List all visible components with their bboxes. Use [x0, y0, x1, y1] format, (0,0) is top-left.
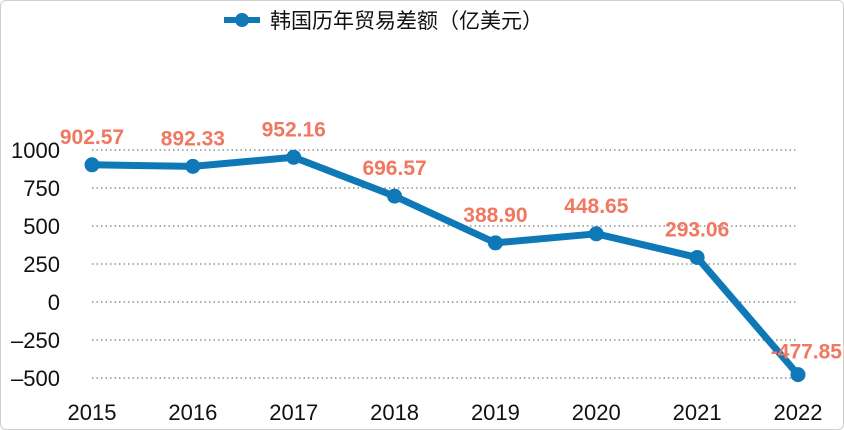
data-label-2015: 902.57 [60, 126, 124, 149]
data-label-2020: 448.65 [564, 195, 629, 218]
x-tick-label-2021: 2021 [673, 400, 722, 425]
y-tick-label-500: 500 [23, 214, 60, 239]
gridlines [92, 149, 798, 379]
data-label-2018: 696.57 [362, 157, 426, 180]
y-tick-label--500: –500 [11, 366, 60, 391]
series-trade-balance [84, 149, 806, 383]
data-point-2019 [487, 235, 503, 251]
data-point-2022 [790, 367, 806, 383]
data-point-2016 [185, 158, 201, 174]
data-label-2017: 952.16 [262, 118, 326, 141]
data-labels: 902.57 892.33 952.16 696.57 388.90 448.65 293.… [60, 118, 842, 363]
series-line [88, 153, 802, 379]
x-tick-label-2017: 2017 [269, 400, 318, 425]
data-point-2015 [84, 157, 100, 173]
x-tick-label-2022: 2022 [774, 400, 823, 425]
x-tick-label-2015: 2015 [68, 400, 117, 425]
data-label-2016: 892.33 [161, 127, 225, 150]
x-tick-label-2019: 2019 [471, 400, 520, 425]
data-label-2021: 293.06 [665, 218, 729, 241]
data-point-2021 [689, 249, 705, 265]
x-axis-ticks: 2015 2016 2017 2018 2019 2020 2021 2022 [68, 400, 823, 425]
y-tick-label-250: 250 [23, 252, 60, 277]
data-point-2020 [588, 226, 604, 242]
legend-dot-marker [235, 13, 249, 27]
y-tick-label-750: 750 [23, 176, 60, 201]
data-label-2019: 388.90 [463, 204, 527, 227]
legend-label: 韩国历年贸易差额（亿美元） [270, 9, 543, 33]
y-axis-ticks: 1000 750 500 250 0 –250 –500 [11, 138, 60, 391]
data-point-2018 [387, 188, 403, 204]
x-tick-label-2016: 2016 [168, 400, 217, 425]
y-tick-label-1000: 1000 [11, 138, 60, 163]
data-point-2017 [286, 149, 302, 165]
x-tick-label-2020: 2020 [572, 400, 621, 425]
x-tick-label-2018: 2018 [370, 400, 419, 425]
legend: 韩国历年贸易差额（亿美元） [224, 9, 543, 33]
data-label-2022: -477.85 [771, 341, 843, 364]
y-tick-label--250: –250 [11, 328, 60, 353]
y-tick-label-0: 0 [48, 290, 60, 315]
